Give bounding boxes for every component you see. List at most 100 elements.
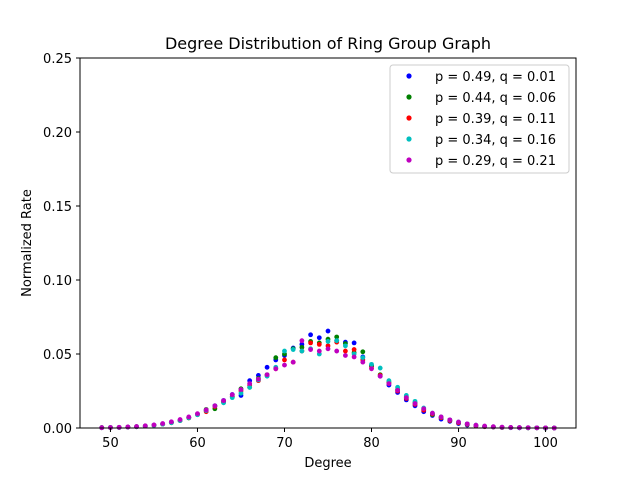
legend-label: p = 0.44, q = 0.06 <box>435 91 556 106</box>
data-point <box>403 395 409 401</box>
data-point <box>421 406 427 412</box>
data-point <box>125 424 131 430</box>
data-point <box>343 353 348 358</box>
x-tick-label: 60 <box>189 436 206 451</box>
data-point <box>360 359 366 365</box>
data-point <box>186 414 192 420</box>
legend-marker <box>406 94 412 100</box>
data-point <box>351 340 357 346</box>
data-point <box>299 348 305 354</box>
data-point <box>282 362 287 368</box>
data-point <box>221 398 226 404</box>
y-tick-label: 0.00 <box>43 422 72 437</box>
y-tick-label: 0.10 <box>43 274 72 289</box>
data-point <box>290 347 296 352</box>
legend-entry: p = 0.29, q = 0.21 <box>406 154 556 169</box>
chart-title: Degree Distribution of Ring Group Graph <box>165 34 491 53</box>
x-tick-label: 100 <box>533 436 558 451</box>
data-point <box>456 419 461 425</box>
legend-marker <box>406 115 412 121</box>
data-point <box>395 387 401 393</box>
y-tick-label: 0.05 <box>43 348 72 363</box>
legend-label: p = 0.39, q = 0.11 <box>435 112 556 127</box>
data-point <box>195 411 200 417</box>
y-tick-label: 0.15 <box>43 200 72 215</box>
data-point <box>447 417 453 423</box>
data-point <box>334 334 340 340</box>
series-5 <box>99 338 557 431</box>
data-point <box>412 401 418 406</box>
x-axis-label: Degree <box>304 456 351 471</box>
data-point <box>351 354 357 360</box>
data-point <box>438 414 444 420</box>
data-point <box>360 349 366 355</box>
legend-entry: p = 0.49, q = 0.01 <box>406 70 556 85</box>
legend-marker <box>406 157 412 163</box>
data-point <box>369 366 374 372</box>
legend-frame <box>389 64 570 174</box>
data-point <box>282 357 287 363</box>
data-point <box>464 421 470 427</box>
data-point <box>116 424 122 430</box>
data-point <box>299 338 305 344</box>
data-point <box>308 332 313 338</box>
legend-marker <box>406 73 412 79</box>
data-point <box>273 355 279 361</box>
chart-marks <box>99 328 557 431</box>
data-point <box>343 343 348 349</box>
data-point <box>247 384 253 390</box>
data-point <box>203 407 209 413</box>
legend-label: p = 0.34, q = 0.16 <box>435 133 556 148</box>
x-tick-label: 50 <box>102 436 119 451</box>
data-point <box>264 372 270 378</box>
data-point <box>499 424 505 430</box>
data-point <box>377 373 383 379</box>
y-tick-label: 0.25 <box>43 52 72 67</box>
data-point <box>238 387 244 392</box>
data-point <box>264 364 270 370</box>
y-axis: 0.00 0.05 0.10 0.15 0.20 0.25 <box>43 52 80 437</box>
plot-frame <box>79 57 577 429</box>
data-point <box>142 423 148 429</box>
data-point <box>343 348 348 354</box>
legend-marker <box>406 136 412 142</box>
x-tick-label: 90 <box>450 436 467 451</box>
data-point <box>308 340 313 346</box>
data-point <box>334 338 340 344</box>
data-point <box>325 346 331 352</box>
data-point <box>325 339 331 344</box>
data-point <box>177 417 183 422</box>
legend: p = 0.49, q = 0.01 p = 0.44, q = 0.06 p = … <box>389 64 570 174</box>
data-point <box>430 410 435 416</box>
data-point <box>212 403 218 409</box>
data-point <box>238 390 244 396</box>
data-point <box>273 366 279 372</box>
data-point <box>316 341 322 347</box>
data-point <box>255 376 261 382</box>
legend-entry: p = 0.44, q = 0.06 <box>406 91 556 106</box>
data-point <box>168 419 174 425</box>
legend-label: p = 0.29, q = 0.21 <box>435 154 556 169</box>
legend-entry: p = 0.39, q = 0.11 <box>406 112 556 127</box>
data-point <box>386 381 392 386</box>
x-tick-label: 70 <box>276 436 293 451</box>
x-axis: 50 60 70 80 90 100 <box>102 428 558 451</box>
data-point <box>351 347 357 352</box>
y-axis-label: Normalized Rate <box>20 189 35 297</box>
data-point <box>377 365 383 371</box>
legend-entry: p = 0.34, q = 0.16 <box>406 133 556 148</box>
data-point <box>334 348 340 354</box>
legend-label: p = 0.49, q = 0.01 <box>435 70 556 85</box>
data-point <box>151 422 157 428</box>
data-point <box>160 421 166 426</box>
data-point <box>282 348 287 354</box>
data-point <box>299 344 305 350</box>
x-tick-label: 80 <box>363 436 380 451</box>
y-tick-label: 0.20 <box>43 126 72 141</box>
data-point <box>316 335 322 341</box>
data-point <box>247 381 253 386</box>
data-point <box>229 392 235 398</box>
data-point <box>308 347 313 352</box>
series-4 <box>99 338 557 431</box>
